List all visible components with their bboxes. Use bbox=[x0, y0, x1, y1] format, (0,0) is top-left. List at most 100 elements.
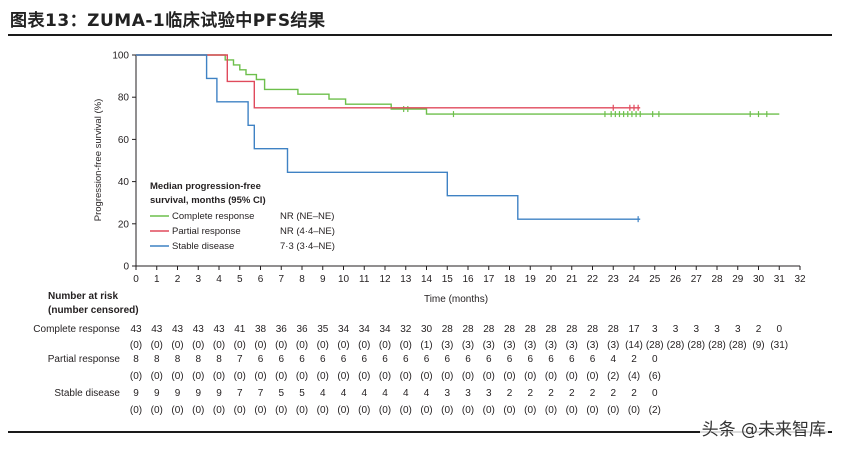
x-tick-label: 32 bbox=[794, 274, 806, 285]
risk-censored-stable-disease: (0) bbox=[566, 405, 578, 416]
x-tick-label: 22 bbox=[587, 274, 599, 285]
x-tick-label: 13 bbox=[400, 274, 412, 285]
x-tick-label: 10 bbox=[338, 274, 350, 285]
risk-censored-partial-response: (0) bbox=[379, 371, 391, 382]
risk-at-risk-complete-response: 17 bbox=[628, 324, 640, 335]
risk-censored-complete-response: (0) bbox=[151, 340, 163, 351]
risk-censored-partial-response: (6) bbox=[649, 371, 661, 382]
risk-at-risk-complete-response: 28 bbox=[462, 324, 474, 335]
risk-at-risk-complete-response: 32 bbox=[400, 324, 412, 335]
risk-censored-complete-response: (0) bbox=[254, 340, 266, 351]
risk-at-risk-stable-disease: 3 bbox=[486, 388, 492, 399]
risk-censored-stable-disease: (0) bbox=[379, 405, 391, 416]
risk-at-risk-partial-response: 0 bbox=[652, 354, 658, 365]
risk-at-risk-stable-disease: 9 bbox=[154, 388, 160, 399]
risk-at-risk-complete-response: 3 bbox=[714, 324, 720, 335]
watermark: 头条 @未来智库 bbox=[699, 415, 828, 440]
legend-median-stable-disease: 7·3 (3·4–NE) bbox=[280, 241, 335, 252]
risk-at-risk-stable-disease: 2 bbox=[548, 388, 554, 399]
risk-at-risk-stable-disease: 4 bbox=[403, 388, 409, 399]
risk-censored-partial-response: (0) bbox=[171, 371, 183, 382]
risk-censored-complete-response: (9) bbox=[752, 340, 764, 351]
risk-at-risk-stable-disease: 4 bbox=[320, 388, 326, 399]
bottom-rule bbox=[8, 431, 832, 433]
risk-censored-partial-response: (0) bbox=[254, 371, 266, 382]
risk-at-risk-complete-response: 3 bbox=[735, 324, 741, 335]
risk-censored-partial-response: (0) bbox=[296, 371, 308, 382]
risk-at-risk-partial-response: 8 bbox=[195, 354, 201, 365]
risk-at-risk-stable-disease: 2 bbox=[569, 388, 575, 399]
risk-censored-partial-response: (0) bbox=[400, 371, 412, 382]
risk-at-risk-partial-response: 8 bbox=[175, 354, 181, 365]
risk-at-risk-partial-response: 4 bbox=[610, 354, 616, 365]
risk-censored-complete-response: (28) bbox=[667, 340, 685, 351]
x-tick-label: 17 bbox=[483, 274, 495, 285]
risk-at-risk-partial-response: 7 bbox=[237, 354, 243, 365]
risk-at-risk-complete-response: 28 bbox=[483, 324, 495, 335]
legend-title-line1: Median progression-free bbox=[150, 181, 261, 192]
x-tick-label: 11 bbox=[359, 274, 370, 285]
risk-table-title-line1: Number at risk bbox=[48, 291, 118, 302]
risk-at-risk-partial-response: 6 bbox=[278, 354, 284, 365]
x-tick-label: 26 bbox=[670, 274, 682, 285]
risk-at-risk-partial-response: 6 bbox=[258, 354, 264, 365]
y-tick-label: 100 bbox=[112, 51, 129, 62]
risk-censored-partial-response: (0) bbox=[441, 371, 453, 382]
risk-at-risk-partial-response: 6 bbox=[527, 354, 533, 365]
risk-censored-partial-response: (0) bbox=[545, 371, 557, 382]
risk-censored-stable-disease: (0) bbox=[337, 405, 349, 416]
risk-at-risk-stable-disease: 3 bbox=[444, 388, 450, 399]
risk-censored-complete-response: (3) bbox=[566, 340, 578, 351]
risk-censored-stable-disease: (0) bbox=[400, 405, 412, 416]
x-tick-label: 0 bbox=[133, 274, 139, 285]
risk-censored-complete-response: (0) bbox=[234, 340, 246, 351]
risk-row-label-stable-disease: Stable disease bbox=[54, 388, 120, 399]
risk-at-risk-complete-response: 36 bbox=[276, 324, 288, 335]
risk-at-risk-partial-response: 2 bbox=[631, 354, 637, 365]
risk-censored-stable-disease: (0) bbox=[296, 405, 308, 416]
risk-at-risk-complete-response: 38 bbox=[255, 324, 267, 335]
x-tick-label: 14 bbox=[421, 274, 433, 285]
x-tick-label: 31 bbox=[774, 274, 786, 285]
risk-censored-complete-response: (3) bbox=[607, 340, 619, 351]
y-tick-label: 20 bbox=[118, 219, 130, 230]
chart-axes: 0 1 2 3 4 5 6 7 8 9 10 11 12 13 14 15 16 17 18 19 20 21 22 23 24… bbox=[112, 51, 806, 286]
risk-censored-partial-response: (0) bbox=[586, 371, 598, 382]
risk-at-risk-partial-response: 6 bbox=[465, 354, 471, 365]
risk-at-risk-stable-disease: 5 bbox=[299, 388, 305, 399]
x-tick-label: 23 bbox=[608, 274, 620, 285]
risk-at-risk-stable-disease: 7 bbox=[258, 388, 264, 399]
risk-at-risk-complete-response: 28 bbox=[545, 324, 557, 335]
figure-title: 图表13：ZUMA-1临床试验中PFS结果 bbox=[10, 11, 326, 31]
risk-at-risk-stable-disease: 4 bbox=[382, 388, 388, 399]
risk-at-risk-stable-disease: 3 bbox=[465, 388, 471, 399]
x-tick-label: 16 bbox=[462, 274, 474, 285]
risk-at-risk-stable-disease: 9 bbox=[195, 388, 201, 399]
risk-censored-stable-disease: (0) bbox=[358, 405, 370, 416]
risk-censored-stable-disease: (0) bbox=[586, 405, 598, 416]
risk-at-risk-complete-response: 28 bbox=[608, 324, 620, 335]
risk-censored-partial-response: (0) bbox=[192, 371, 204, 382]
legend-label-stable-disease: Stable disease bbox=[172, 241, 234, 252]
risk-censored-stable-disease: (0) bbox=[254, 405, 266, 416]
risk-censored-complete-response: (3) bbox=[483, 340, 495, 351]
risk-censored-complete-response: (1) bbox=[420, 340, 432, 351]
x-tick-label: 6 bbox=[258, 274, 264, 285]
x-tick-label: 8 bbox=[299, 274, 305, 285]
x-tick-label: 15 bbox=[442, 274, 454, 285]
x-tick-label: 18 bbox=[504, 274, 516, 285]
x-tick-label: 25 bbox=[649, 274, 661, 285]
risk-censored-complete-response: (28) bbox=[646, 340, 664, 351]
risk-censored-stable-disease: (0) bbox=[275, 405, 287, 416]
risk-table: Number at risk (number censored) Complet… bbox=[33, 291, 788, 416]
risk-censored-complete-response: (0) bbox=[358, 340, 370, 351]
risk-at-risk-stable-disease: 9 bbox=[175, 388, 181, 399]
x-tick-label: 3 bbox=[195, 274, 201, 285]
risk-censored-stable-disease: (0) bbox=[483, 405, 495, 416]
risk-censored-partial-response: (0) bbox=[420, 371, 432, 382]
risk-censored-complete-response: (28) bbox=[708, 340, 726, 351]
risk-at-risk-complete-response: 43 bbox=[172, 324, 184, 335]
risk-at-risk-partial-response: 8 bbox=[216, 354, 222, 365]
risk-at-risk-complete-response: 34 bbox=[338, 324, 350, 335]
risk-censored-stable-disease: (0) bbox=[545, 405, 557, 416]
